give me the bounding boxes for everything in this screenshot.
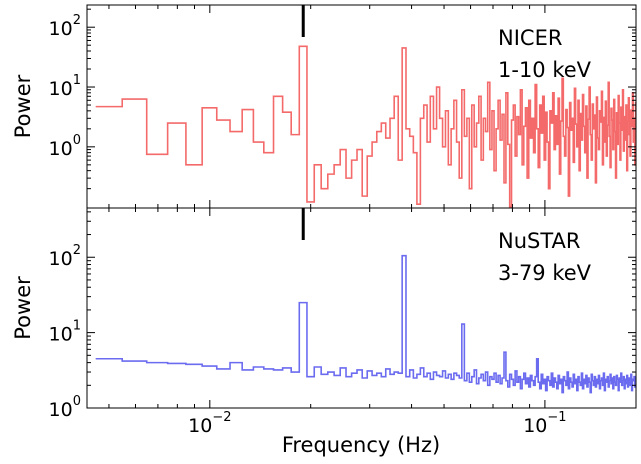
- plot-frame: [86, 207, 637, 409]
- y-axis-label: Power: [11, 276, 35, 340]
- y-tick-label: 100: [49, 394, 81, 421]
- panel-label: NICER: [498, 26, 562, 50]
- step-line: [95, 45, 636, 208]
- panel-label: NuSTAR: [498, 229, 581, 253]
- x-tick-label: 10−2: [188, 410, 231, 437]
- panel-label: 1-10 keV: [498, 58, 592, 82]
- y-tick-label: 101: [49, 73, 81, 100]
- y-tick-label: 100: [49, 132, 81, 159]
- y-tick-label: 102: [49, 13, 81, 40]
- x-tick-label: 10−1: [523, 410, 566, 437]
- panel-label: 3-79 keV: [498, 261, 592, 285]
- step-line: [95, 254, 636, 394]
- y-tick-label: 102: [49, 243, 81, 270]
- y-axis-label: Power: [11, 74, 35, 138]
- y-tick-label: 101: [49, 318, 81, 345]
- x-axis-label: Frequency (Hz): [282, 433, 440, 457]
